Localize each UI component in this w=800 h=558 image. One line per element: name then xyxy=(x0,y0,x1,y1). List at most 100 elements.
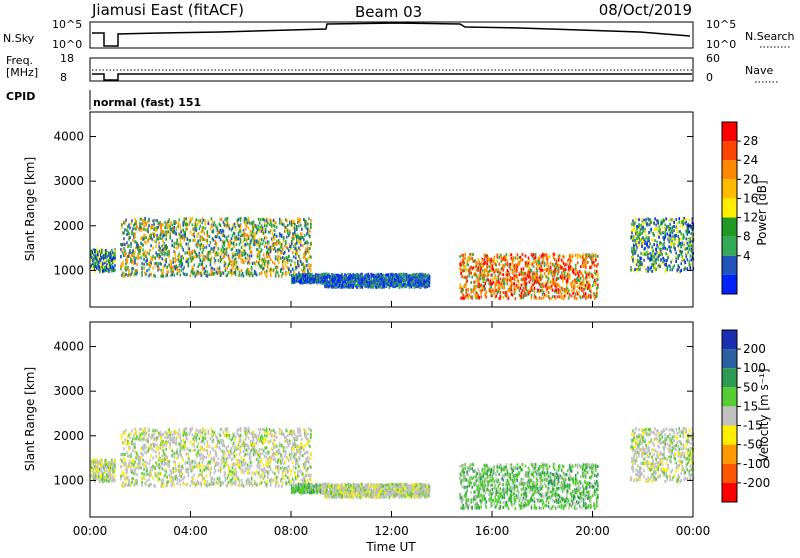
power-echo-cell xyxy=(175,233,177,236)
power-echo-cell xyxy=(535,260,537,263)
power-echo-cell xyxy=(507,264,509,267)
power-echo-cell xyxy=(224,244,226,247)
power-echo-cell xyxy=(131,219,133,222)
power-echo-cell xyxy=(585,292,587,295)
power-echo-cell xyxy=(275,275,277,278)
power-echo-cell xyxy=(207,230,209,233)
power-echo-cell xyxy=(542,275,544,278)
power-echo-cell xyxy=(660,242,662,245)
power-echo-cell xyxy=(477,258,479,261)
power-echo-cell xyxy=(214,272,216,275)
power-echo-cell xyxy=(645,270,647,273)
power-echo-cell xyxy=(681,250,683,253)
power-echo-cell xyxy=(641,263,643,266)
power-echo-cell xyxy=(304,270,306,273)
power-echo-cell xyxy=(249,221,251,224)
power-echo-cell xyxy=(272,239,274,242)
power-echo-cell xyxy=(201,243,203,246)
power-echo-cell xyxy=(593,254,595,257)
date-title: 08/Oct/2019 xyxy=(599,1,692,19)
power-echo-cell xyxy=(644,247,646,250)
power-echo-cell xyxy=(249,257,251,260)
power-echo-cell xyxy=(678,254,680,257)
power-echo-cell xyxy=(543,257,545,260)
power-echo-cell xyxy=(323,273,325,276)
power-echo-cell xyxy=(175,227,177,230)
power-echo-cell xyxy=(569,274,571,277)
power-echo-cell xyxy=(288,270,290,273)
power-echo-cell xyxy=(198,221,200,224)
power-echo-cell xyxy=(494,256,496,259)
power-echo-cell xyxy=(164,252,166,255)
power-echo-cell xyxy=(248,217,250,220)
power-echo-cell xyxy=(123,231,125,234)
power-echo-cell xyxy=(462,257,464,260)
power-echo-cell xyxy=(196,218,198,221)
power-echo-cell xyxy=(638,218,640,221)
power-echo-cell xyxy=(573,292,575,295)
power-echo-cell xyxy=(570,256,572,259)
power-echo-cell xyxy=(303,238,305,241)
power-echo-cell xyxy=(200,259,202,262)
power-echo-cell xyxy=(519,262,521,265)
power-echo-cell xyxy=(278,261,280,264)
power-echo-cell xyxy=(145,222,147,225)
power-echo-cell xyxy=(429,275,431,278)
power-echo-cell xyxy=(187,258,189,261)
power-echo-cell xyxy=(308,264,310,267)
power-echo-cell xyxy=(675,260,677,263)
power-echo-cell xyxy=(188,247,190,250)
power-echo-cell xyxy=(122,261,124,264)
power-echo-cell xyxy=(534,287,536,290)
velocity-echo-cell xyxy=(109,470,111,473)
power-echo-cell xyxy=(644,228,646,231)
power-echo-cell xyxy=(481,259,483,262)
cpid-label: CPID xyxy=(6,90,35,103)
power-echo-cell xyxy=(529,260,531,263)
power-echo-cell xyxy=(143,258,145,261)
power-echo-cell xyxy=(468,294,470,297)
power-echo-cell xyxy=(507,294,509,297)
power-echo-cell xyxy=(209,235,211,238)
power-echo-cell xyxy=(96,267,98,270)
power-echo-cell xyxy=(462,289,464,292)
power-echo-cell xyxy=(163,259,165,262)
power-echo-cell xyxy=(569,293,571,296)
power-echo-cell xyxy=(526,285,528,288)
power-echo-cell xyxy=(223,272,225,275)
power-echo-cell xyxy=(176,272,178,275)
power-echo-cell xyxy=(271,219,273,222)
power-echo-cell xyxy=(585,266,587,269)
power-echo-cell xyxy=(661,226,663,229)
power-echo-cell xyxy=(461,275,463,278)
power-echo-cell xyxy=(268,241,270,244)
power-echo-cell xyxy=(295,257,297,260)
power-echo-cell xyxy=(262,262,264,265)
power-echo-cell xyxy=(203,219,205,222)
power-echo-cell xyxy=(248,237,250,240)
power-echo-cell xyxy=(130,222,132,225)
power-echo-cell xyxy=(158,242,160,245)
power-echo-cell xyxy=(650,228,652,231)
power-echo-cell xyxy=(126,241,128,244)
power-echo-cell xyxy=(505,278,507,281)
power-echo-cell xyxy=(351,281,353,284)
power-y-axis-label: Slant Range [km] xyxy=(23,157,37,261)
power-echo-cell xyxy=(653,222,655,225)
power-echo-cell xyxy=(644,253,646,256)
power-echo-cell xyxy=(669,238,671,241)
power-echo-cell xyxy=(180,231,182,234)
power-echo-cell xyxy=(576,297,578,300)
power-echo-cell xyxy=(590,286,592,289)
power-echo-cell xyxy=(168,253,170,256)
power-echo-cell xyxy=(550,262,552,265)
power-echo-cell xyxy=(323,276,325,279)
power-echo-cell xyxy=(189,274,191,277)
power-echo-cell xyxy=(557,295,559,298)
power-echo-cell xyxy=(171,273,173,276)
power-echo-cell xyxy=(512,294,514,297)
power-echo-cell xyxy=(594,270,596,273)
power-echo-cell xyxy=(213,231,215,234)
power-echo-cell xyxy=(589,254,591,257)
